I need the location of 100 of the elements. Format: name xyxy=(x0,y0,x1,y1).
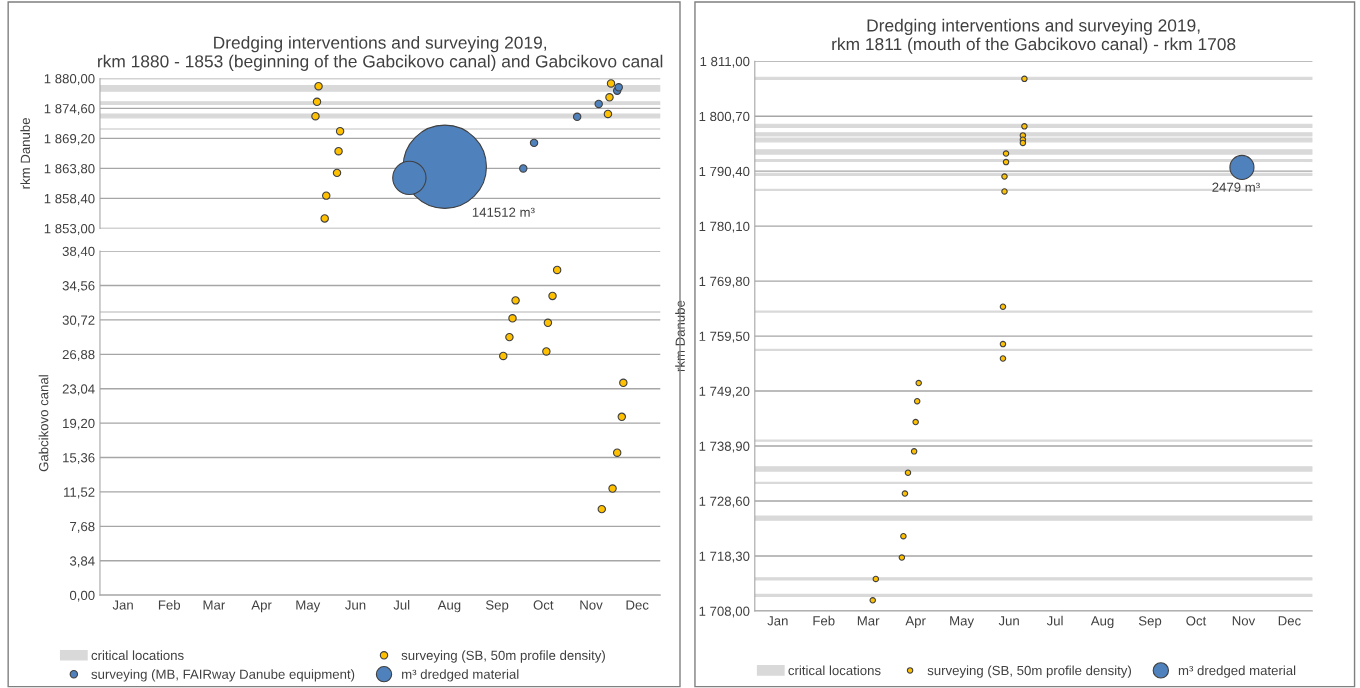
y-tick-label: 15,36 xyxy=(63,453,95,464)
x-tick-label: Mar xyxy=(203,600,226,610)
point xyxy=(499,351,508,361)
point xyxy=(608,484,617,493)
x-tick-label: Dec xyxy=(1278,616,1301,626)
legend-label: m³ dredged material xyxy=(1178,665,1296,678)
y-tick-label: 7,68 xyxy=(70,521,95,533)
point xyxy=(335,126,345,136)
point xyxy=(519,164,528,173)
point xyxy=(999,355,1007,362)
point xyxy=(1001,188,1008,195)
x-tick-label: Jul xyxy=(1046,615,1063,626)
y-tick-label: 1 869,20 xyxy=(44,133,95,145)
point xyxy=(606,79,616,88)
point xyxy=(619,378,628,388)
x-tick-label: Feb xyxy=(158,599,181,610)
y-tick-label: 1 749,20 xyxy=(699,386,750,398)
y-tick-label: 23,04 xyxy=(62,384,95,396)
annotation: 141512 m³ xyxy=(472,207,535,217)
y-tick-label: 19,20 xyxy=(63,418,95,430)
point xyxy=(912,418,919,426)
x-tick-label: Aug xyxy=(1090,616,1114,629)
y-tick-label: 1 769,80 xyxy=(699,276,750,288)
y-axis-title: rkm Danube xyxy=(675,300,685,372)
point xyxy=(1002,150,1010,157)
x-tick-label: Jan xyxy=(112,600,133,610)
point xyxy=(1019,139,1027,147)
x-tick-label: Nov xyxy=(580,600,603,610)
point xyxy=(872,575,880,583)
point xyxy=(913,397,921,405)
annotation: 2479 m³ xyxy=(1212,182,1260,192)
x-tick-label: Sep xyxy=(485,600,509,613)
y-tick-label: 1 790,40 xyxy=(699,166,750,178)
legend-label: critical locations xyxy=(91,650,184,661)
x-tick-label: May xyxy=(950,616,975,629)
y-tick-label: 1 708,00 xyxy=(699,606,750,618)
point xyxy=(1002,158,1010,166)
y-tick-label: 30,72 xyxy=(62,315,95,327)
y-tick-label: 1 800,70 xyxy=(699,111,750,123)
y-tick-label: 1 863,80 xyxy=(44,163,95,175)
point xyxy=(1021,75,1028,83)
point xyxy=(314,81,323,91)
y-tick-label: 11,52 xyxy=(64,487,95,499)
point xyxy=(529,138,539,148)
point xyxy=(910,448,918,455)
x-tick-label: Dec xyxy=(626,600,649,610)
point xyxy=(543,318,553,328)
x-tick-label: Jan xyxy=(767,616,788,626)
point xyxy=(901,490,909,497)
y-tick-label: 0,00 xyxy=(69,590,95,602)
x-tick-label: Apr xyxy=(905,616,926,629)
point xyxy=(1001,173,1008,180)
point xyxy=(552,265,562,275)
y-tick-label: 1 811,00 xyxy=(700,56,750,68)
point xyxy=(617,412,627,422)
y-tick-label: 1 874,60 xyxy=(44,104,95,115)
y-tick-label: 1 718,30 xyxy=(699,551,750,563)
point xyxy=(312,97,322,106)
point xyxy=(904,469,912,476)
x-tick-label: Oct xyxy=(533,600,554,610)
point xyxy=(603,109,613,119)
point xyxy=(915,379,922,387)
y-tick-label: 1 853,00 xyxy=(44,223,95,235)
legend-label: m³ dredged material xyxy=(402,669,519,682)
point xyxy=(1021,123,1028,130)
y-tick-label: 26,88 xyxy=(62,349,95,361)
point xyxy=(511,296,520,305)
legend-label: surveying (SB, 50m profile density) xyxy=(401,650,605,663)
point xyxy=(605,93,614,102)
point xyxy=(597,504,607,514)
x-tick-label: Aug xyxy=(437,600,461,613)
point xyxy=(332,168,342,178)
legend-label: critical locations xyxy=(788,665,881,676)
y-tick-label: 38,40 xyxy=(62,246,95,258)
y-tick-label: 3,84 xyxy=(69,556,95,568)
y-tick-label: 1 780,10 xyxy=(699,221,750,233)
chart-title: Dredging interventions and surveying 2019, rkm 1811 (mouth of the Gabcikovo canal) - rkm 1708 xyxy=(832,18,1236,54)
point xyxy=(869,597,876,604)
y-tick-label: 1 880,00 xyxy=(44,74,95,85)
point xyxy=(898,554,906,561)
chart-title: Dredging interventions and surveying 2019, rkm 1880 - 1853 (beginning of the Gabcikovo canal) and Gabcikovo canal xyxy=(98,36,663,71)
x-tick-label: May xyxy=(296,600,321,613)
point xyxy=(505,332,514,342)
point xyxy=(334,146,343,156)
x-tick-label: Oct xyxy=(1186,616,1207,626)
point xyxy=(572,112,582,121)
y-tick-label: 1 759,50 xyxy=(699,331,750,343)
point xyxy=(548,291,557,301)
point xyxy=(999,303,1007,310)
point xyxy=(320,214,329,223)
x-tick-label: Feb xyxy=(813,615,835,626)
legend-label: surveying (SB, 50m profile density) xyxy=(927,665,1131,678)
point xyxy=(542,347,551,356)
y-axis-title: Gabcikovo canal xyxy=(38,375,49,472)
y-tick-label: 1 728,60 xyxy=(699,496,750,508)
legend-label: surveying (MB, FAIRway Danube equipment) xyxy=(91,669,355,682)
y-tick-label: 1 858,40 xyxy=(44,193,95,205)
point xyxy=(999,340,1007,348)
y-axis-title: rkm Danube xyxy=(20,118,31,189)
point xyxy=(594,99,603,109)
